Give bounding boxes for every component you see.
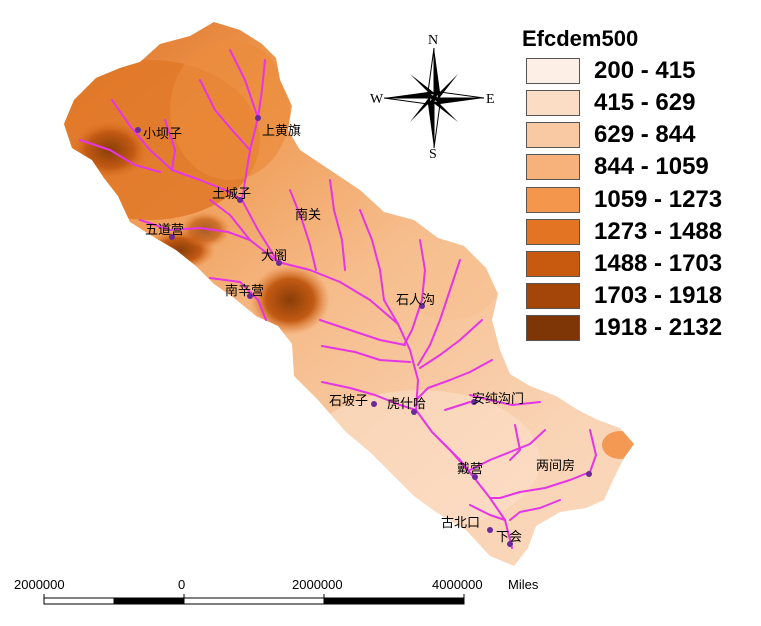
legend-label: 415 - 629 — [594, 89, 696, 116]
legend-label: 1273 - 1488 — [594, 218, 723, 245]
compass-rose-icon — [383, 47, 485, 149]
site-marker — [169, 234, 175, 240]
legend-row: 844 - 1059 — [526, 154, 761, 182]
site-marker — [276, 260, 282, 266]
legend-row: 1273 - 1488 — [526, 219, 761, 247]
legend-swatch — [526, 187, 580, 213]
legend-label: 844 - 1059 — [594, 153, 709, 180]
legend-row: 200 - 415 — [526, 58, 761, 86]
legend-row: 415 - 629 — [526, 90, 761, 118]
scale-unit: Miles — [508, 577, 539, 592]
site-marker — [586, 471, 592, 477]
legend-swatch — [526, 283, 580, 309]
place-label-xiahui: 下会 — [496, 530, 523, 545]
compass-south-label: S — [429, 147, 437, 162]
place-label-shirengou: 石人沟 — [396, 293, 436, 308]
legend-label: 1488 - 1703 — [594, 250, 723, 277]
legend-swatch — [526, 251, 580, 277]
legend-swatch — [526, 122, 580, 148]
site-marker — [487, 527, 493, 533]
legend-title: Efcdem500 — [522, 26, 639, 51]
legend-row: 1703 - 1918 — [526, 283, 761, 311]
site-marker — [419, 303, 425, 309]
scale-bar — [43, 594, 465, 605]
place-label-liangjianfang: 两间房 — [536, 459, 576, 474]
legend-label: 200 - 415 — [594, 57, 696, 84]
legend-swatch — [526, 219, 580, 245]
site-marker — [472, 474, 478, 480]
site-markers — [135, 115, 592, 547]
site-marker — [237, 197, 243, 203]
place-label-xiaobazi: 小坝子 — [143, 127, 183, 142]
place-label-anchungoumen: 安纯沟门 — [472, 392, 525, 407]
compass-east-label: E — [486, 92, 495, 107]
place-label-shanghuangqi: 上黄旗 — [262, 124, 302, 139]
scale-label: 4000000 — [432, 577, 483, 592]
legend-swatch — [526, 154, 580, 180]
legend-label: 1059 - 1273 — [594, 186, 723, 213]
site-marker — [255, 115, 261, 121]
scale-label: 0 — [178, 577, 186, 592]
legend-swatch — [526, 58, 580, 84]
legend-row: 629 - 844 — [526, 122, 761, 150]
scale-label: 2000000 — [14, 577, 65, 592]
legend-label: 1918 - 2132 — [594, 314, 723, 341]
compass-north-label: N — [428, 33, 439, 48]
site-marker — [507, 541, 513, 547]
place-label-nanxinying: 南辛营 — [225, 284, 265, 299]
scale-label: 2000000 — [292, 577, 343, 592]
site-marker — [371, 401, 377, 407]
site-marker — [411, 409, 417, 415]
place-label-wudaoying: 五道营 — [145, 223, 185, 238]
site-marker — [247, 293, 253, 299]
legend-row: 1488 - 1703 — [526, 251, 761, 279]
legend-row: 1918 - 2132 — [526, 315, 761, 343]
legend-swatch — [526, 90, 580, 116]
legend-swatch — [526, 315, 580, 341]
river-network — [79, 49, 597, 549]
place-label-shipozi: 石坡子 — [329, 394, 369, 409]
site-marker — [471, 399, 477, 405]
place-label-hushiha: 虎什哈 — [387, 397, 427, 412]
place-label-tuchengzi: 土城子 — [212, 187, 252, 202]
legend-row: 1059 - 1273 — [526, 187, 761, 215]
legend-label: 629 - 844 — [594, 121, 696, 148]
compass-west-label: W — [370, 92, 384, 107]
place-label-dage: 大阁 — [261, 249, 288, 264]
place-label-daiying: 戴营 — [457, 462, 484, 477]
place-label-gubeikou: 古北口 — [441, 516, 481, 531]
legend-label: 1703 - 1918 — [594, 282, 723, 309]
place-label-nanguan: 南关 — [295, 208, 322, 223]
site-marker — [135, 127, 141, 133]
